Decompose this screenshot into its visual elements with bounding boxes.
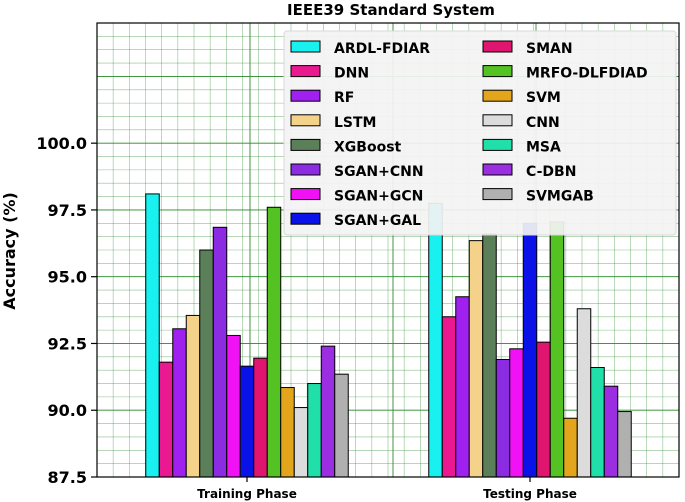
- bar: [145, 193, 160, 478]
- bar: [468, 240, 484, 478]
- bar: [522, 222, 538, 478]
- legend-label: CNN: [526, 115, 560, 131]
- bar: [253, 357, 268, 478]
- axes-frame: [96, 22, 680, 478]
- bar: [495, 358, 511, 478]
- plot-area: 87.5 90.0 92.5 95.0 97.5 100.0 Training Phase T…: [36, 22, 680, 501]
- bar: [293, 407, 309, 478]
- y-tick-label: 87.5: [48, 468, 87, 487]
- y-tick-label: 90.0: [48, 401, 87, 420]
- y-tick-label: 92.5: [48, 334, 87, 353]
- y-tick-label: 95.0: [48, 268, 87, 287]
- legend-swatch: [482, 138, 513, 151]
- legend-swatch: [482, 114, 513, 127]
- legend-swatch: [290, 188, 321, 201]
- bar: [590, 367, 605, 478]
- bar: [185, 314, 201, 478]
- y-axis-label: Accuracy (%): [0, 192, 19, 310]
- legend-swatch: [290, 114, 321, 127]
- bar: [455, 296, 470, 478]
- legend-swatch: [290, 138, 321, 151]
- bar: [226, 334, 241, 478]
- legend-swatch: [290, 163, 321, 176]
- bar: [280, 387, 295, 478]
- legend-label: RF: [334, 90, 354, 106]
- legend-label: SGAN+GCN: [334, 189, 423, 205]
- legend-label: MSA: [526, 139, 561, 155]
- bar: [576, 308, 592, 478]
- bar: [158, 361, 174, 478]
- chart-title: IEEE39 Standard System: [287, 1, 495, 19]
- y-tick-label: 97.5: [48, 201, 87, 220]
- legend-label: SVM: [526, 90, 561, 106]
- bar: [199, 249, 214, 478]
- legend: ARDL-FDIAR DNN RF LSTM XGBoost SGAN+CNN SGAN+G…: [283, 30, 677, 236]
- legend-box: [283, 30, 677, 236]
- bar: [617, 411, 632, 478]
- legend-label: LSTM: [334, 115, 377, 131]
- y-tick-label: 100.0: [36, 134, 87, 153]
- bar: [441, 316, 457, 478]
- bar: [334, 373, 349, 478]
- bar: [509, 348, 524, 478]
- legend-swatch: [482, 188, 513, 201]
- legend-swatch: [290, 65, 321, 78]
- bar: [212, 226, 228, 478]
- legend-swatch: [290, 212, 321, 225]
- legend-label: SGAN+CNN: [334, 164, 424, 180]
- x-tick-label: Testing Phase: [483, 487, 577, 501]
- legend-swatch: [482, 89, 513, 102]
- legend-swatch: [290, 40, 321, 53]
- bar: [307, 383, 322, 478]
- legend-swatch: [290, 89, 321, 102]
- legend-label: SMAN: [526, 41, 573, 57]
- bar: [603, 385, 619, 478]
- legend-label: DNN: [334, 66, 369, 82]
- legend-swatch: [482, 163, 513, 176]
- legend-label: ARDL-FDIAR: [334, 41, 430, 57]
- bar: [239, 365, 255, 478]
- bar: [563, 417, 578, 478]
- x-tick-label: Training Phase: [197, 487, 297, 501]
- legend-swatch: [482, 65, 513, 78]
- bar: [266, 206, 282, 478]
- bar: [320, 345, 336, 478]
- legend-label: XGBoost: [334, 139, 402, 155]
- legend-label: MRFO-DLFDIAD: [526, 66, 648, 82]
- bar: [172, 328, 187, 478]
- bar: [549, 221, 565, 478]
- legend-label: SVMGAB: [526, 189, 594, 205]
- legend-label: SGAN+GAL: [334, 213, 421, 229]
- legend-label: C-DBN: [526, 164, 576, 180]
- legend-swatch: [482, 40, 513, 53]
- bar: [428, 202, 443, 478]
- bar: [482, 233, 497, 478]
- bar: [536, 341, 551, 478]
